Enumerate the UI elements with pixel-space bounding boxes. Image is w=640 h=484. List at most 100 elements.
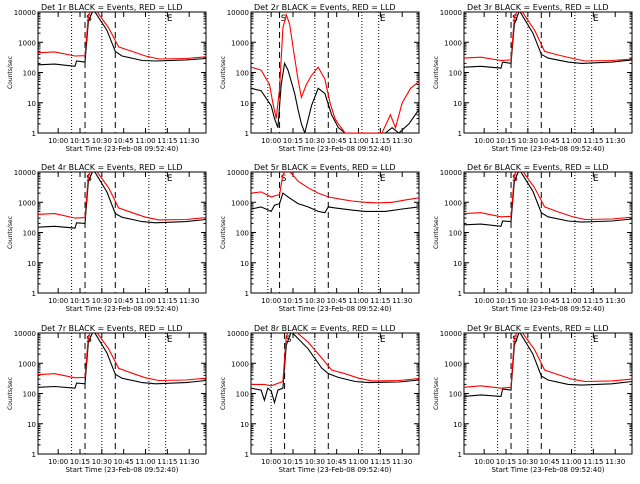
panel-title: Det 4r BLACK = Events, RED = LLD (41, 163, 183, 172)
marker-label: E (167, 174, 173, 184)
plot-frame (37, 11, 207, 134)
x-tick-label: 10:00 (261, 137, 281, 145)
y-tick-label: 10 (240, 421, 249, 429)
x-axis-label: Start Time (23-Feb-08 09:52:40) (491, 305, 604, 313)
y-tick-label: 10 (453, 260, 462, 268)
plot-frame (250, 171, 420, 294)
detector-panel: 1 10 100 1000 10000 10:00 10:15 10:30 10:45 11:00… (7, 3, 207, 153)
marker-label: S (512, 14, 518, 24)
lld-series-line (464, 172, 632, 221)
x-tick-label: 10:00 (261, 297, 281, 305)
x-tick-label: 10:30 (518, 458, 538, 466)
y-tick-label: 100 (23, 391, 36, 399)
y-axis-label: Counts/sec (220, 216, 227, 249)
y-tick-label: 10000 (14, 330, 36, 338)
y-tick-label: 10 (240, 100, 249, 108)
events-series-line (464, 333, 632, 397)
y-tick-label: 10000 (227, 169, 249, 177)
x-tick-label: 10:15 (496, 137, 516, 145)
x-tick-label: 10:45 (327, 137, 347, 145)
x-tick-label: 10:15 (70, 137, 90, 145)
plot-frame (463, 171, 633, 294)
y-tick-label: 1 (458, 451, 462, 459)
lld-series-line (464, 12, 632, 62)
x-tick-label: 10:00 (474, 458, 494, 466)
y-tick-label: 10000 (14, 169, 36, 177)
x-tick-label: 11:30 (392, 137, 412, 145)
y-tick-label: 1000 (18, 199, 36, 207)
lld-series-line (251, 13, 419, 133)
y-axis-label: Counts/sec (220, 56, 227, 89)
x-tick-label: 11:30 (605, 297, 625, 305)
y-tick-label: 10000 (440, 9, 462, 17)
plot-frame (463, 332, 633, 455)
events-series-line (464, 12, 632, 69)
marker-label: E (593, 14, 599, 24)
x-axis-label: Start Time (23-Feb-08 09:52:40) (278, 305, 391, 313)
marker-label: E (380, 335, 386, 345)
x-tick-label: 11:15 (583, 458, 603, 466)
events-series-line (251, 192, 419, 214)
x-tick-label: 10:45 (540, 137, 560, 145)
y-tick-label: 1000 (18, 360, 36, 368)
y-tick-label: 10 (27, 260, 36, 268)
x-tick-label: 10:30 (305, 297, 325, 305)
y-tick-label: 100 (449, 230, 462, 238)
x-tick-label: 11:00 (561, 458, 581, 466)
marker-label: S (281, 14, 287, 24)
x-axis-label: Start Time (23-Feb-08 09:52:40) (65, 466, 178, 474)
plot-frame (37, 171, 207, 294)
x-tick-label: 10:00 (474, 297, 494, 305)
y-tick-label: 1000 (444, 360, 462, 368)
x-tick-label: 10:15 (70, 458, 90, 466)
x-tick-label: 10:15 (283, 297, 303, 305)
y-tick-label: 1 (32, 290, 36, 298)
y-tick-label: 100 (236, 391, 249, 399)
plot-frame (463, 11, 633, 134)
x-tick-label: 10:00 (48, 458, 68, 466)
y-tick-label: 1 (245, 451, 249, 459)
x-tick-label: 10:30 (305, 137, 325, 145)
y-axis-label: Counts/sec (433, 377, 440, 410)
x-tick-label: 10:30 (92, 458, 112, 466)
x-tick-label: 11:30 (605, 458, 625, 466)
x-axis-label: Start Time (23-Feb-08 09:52:40) (278, 466, 391, 474)
panel-title: Det 3r BLACK = Events, RED = LLD (467, 3, 609, 12)
x-tick-label: 11:00 (561, 137, 581, 145)
x-tick-label: 11:00 (348, 137, 368, 145)
y-axis-label: Counts/sec (433, 216, 440, 249)
x-tick-label: 10:45 (540, 297, 560, 305)
y-tick-label: 1 (32, 130, 36, 138)
y-tick-label: 1000 (18, 39, 36, 47)
y-tick-label: 100 (236, 230, 249, 238)
x-axis-label: Start Time (23-Feb-08 09:52:40) (278, 145, 391, 153)
panel-title: Det 5r BLACK = Events, RED = LLD (254, 163, 396, 172)
panel-title: Det 7r BLACK = Events, RED = LLD (41, 324, 183, 333)
x-tick-label: 11:30 (605, 137, 625, 145)
x-axis-label: Start Time (23-Feb-08 09:52:40) (65, 305, 178, 313)
y-tick-label: 100 (23, 70, 36, 78)
lld-series-line (251, 172, 419, 204)
x-axis-label: Start Time (23-Feb-08 09:52:40) (491, 466, 604, 474)
y-tick-label: 10 (240, 260, 249, 268)
x-tick-label: 11:15 (157, 297, 177, 305)
marker-label: S (512, 335, 518, 345)
x-tick-label: 10:15 (70, 297, 90, 305)
marker-label: S (281, 174, 287, 184)
y-tick-label: 100 (449, 70, 462, 78)
x-tick-label: 11:00 (348, 297, 368, 305)
y-tick-label: 10 (453, 421, 462, 429)
events-series-line (38, 333, 206, 389)
y-tick-label: 10 (27, 100, 36, 108)
y-tick-label: 10000 (227, 9, 249, 17)
y-axis-label: Counts/sec (433, 56, 440, 89)
events-series-line (251, 61, 419, 133)
panel-title: Det 2r BLACK = Events, RED = LLD (254, 3, 396, 12)
x-tick-label: 10:00 (48, 137, 68, 145)
y-tick-label: 1 (245, 130, 249, 138)
x-tick-label: 10:45 (327, 297, 347, 305)
x-tick-label: 11:00 (135, 458, 155, 466)
plot-frame (250, 332, 420, 455)
x-tick-label: 11:15 (583, 137, 603, 145)
